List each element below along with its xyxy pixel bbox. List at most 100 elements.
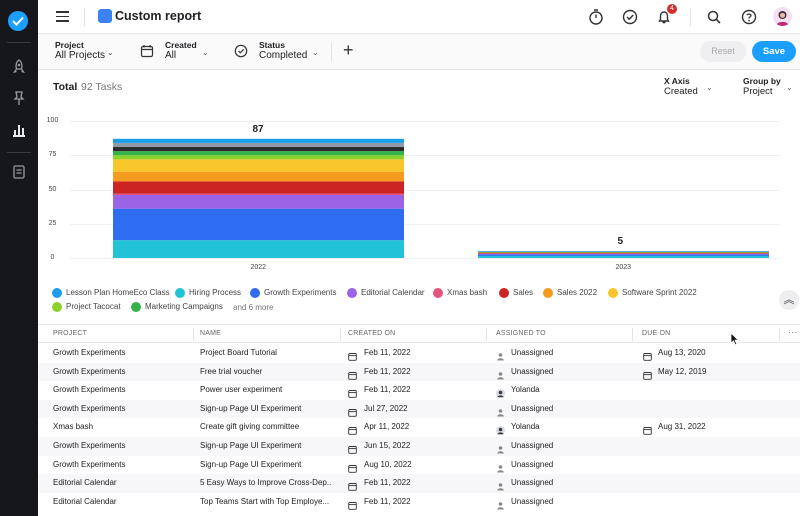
- stopwatch-icon[interactable]: [587, 8, 605, 26]
- more-columns-icon[interactable]: ···: [788, 327, 798, 337]
- bar-segment[interactable]: [478, 251, 769, 252]
- app-logo-icon[interactable]: [8, 11, 28, 31]
- search-icon[interactable]: [705, 8, 723, 26]
- bar-segment[interactable]: [478, 253, 769, 254]
- bar-segment[interactable]: [478, 252, 769, 254]
- cell-created-on: Feb 11, 2022: [364, 496, 411, 506]
- bar-segment[interactable]: [478, 251, 769, 253]
- bar-segment[interactable]: [478, 253, 769, 255]
- col-due-on[interactable]: DUE ON: [642, 330, 671, 337]
- reports-chart-icon[interactable]: [10, 121, 28, 139]
- legend-more-link[interactable]: and 6 more: [233, 303, 274, 312]
- col-created-on[interactable]: CREATED ON: [348, 330, 396, 337]
- col-divider[interactable]: [486, 328, 487, 341]
- y-tick-label: 100: [46, 117, 59, 124]
- cell-project: Growth Experiments: [53, 459, 126, 469]
- user-avatar[interactable]: [773, 7, 792, 26]
- bar-segment[interactable]: [478, 254, 769, 256]
- project-filter[interactable]: Project All Projects ⌄: [55, 40, 114, 62]
- reset-button[interactable]: Reset: [700, 41, 746, 62]
- col-name[interactable]: NAME: [200, 330, 222, 337]
- legend-item[interactable]: Editorial Calendar: [347, 288, 425, 298]
- bar-segment[interactable]: [113, 147, 404, 152]
- cell-created-on: Feb 11, 2022: [364, 366, 411, 376]
- filter-label: Project: [55, 40, 84, 50]
- table-row[interactable]: Xmas bash Create gift giving committee Apr…: [38, 418, 800, 437]
- menu-icon[interactable]: [56, 11, 69, 22]
- bar-segment[interactable]: [478, 252, 769, 253]
- status-filter[interactable]: Status Completed ⌄: [259, 40, 319, 62]
- legend-item[interactable]: Xmas bash: [433, 288, 487, 298]
- legend-item[interactable]: Hiring Process: [175, 288, 241, 298]
- check-circle-icon[interactable]: [621, 8, 639, 26]
- legend-item[interactable]: Growth Experiments: [250, 288, 336, 298]
- table-row[interactable]: Growth Experiments Sign-up Page UI Experi…: [38, 399, 800, 419]
- chevron-down-icon[interactable]: ⌄: [190, 10, 198, 20]
- report-title[interactable]: Custom report: [115, 9, 202, 23]
- bar-segment[interactable]: [113, 142, 404, 148]
- bar-segment[interactable]: [478, 251, 769, 253]
- save-button[interactable]: Save: [752, 41, 796, 62]
- table-row[interactable]: Growth Experiments Project Board Tutorial…: [38, 344, 800, 363]
- calendar-icon: [348, 497, 357, 510]
- status-check-icon: [234, 44, 248, 58]
- cell-assigned-to: Unassigned: [511, 459, 554, 469]
- unassigned-user-icon: [496, 404, 505, 417]
- table-row[interactable]: Editorial Calendar 5 Easy Ways to Improve…: [38, 474, 800, 493]
- cell-name: Create gift giving committee: [200, 422, 300, 432]
- col-divider[interactable]: [193, 328, 194, 341]
- col-divider[interactable]: [632, 328, 633, 341]
- cell-project: Xmas bash: [53, 422, 94, 432]
- bar-segment[interactable]: [478, 251, 769, 253]
- bar-segment[interactable]: [113, 181, 404, 194]
- y-tick-label: 50: [48, 185, 57, 193]
- calendar-icon: [140, 45, 154, 58]
- col-divider[interactable]: [779, 328, 780, 341]
- legend-item[interactable]: Marketing Campaigns: [131, 302, 223, 312]
- select-value: Project: [743, 86, 773, 97]
- left-rail: [0, 0, 38, 516]
- bar-segment[interactable]: [113, 159, 404, 172]
- add-filter-icon[interactable]: +: [343, 40, 354, 60]
- calendar-icon: [348, 422, 357, 436]
- bar-segment[interactable]: [113, 194, 404, 209]
- x-axis-select[interactable]: X Axis Created ⌄: [664, 76, 713, 97]
- legend-label: Project Tacocat: [66, 302, 121, 312]
- legend-swatch: [52, 302, 62, 312]
- group-by-select[interactable]: Group by Project ⌄: [743, 76, 793, 97]
- table-row[interactable]: Editorial Calendar Top Teams Start with T…: [38, 493, 800, 512]
- table-row[interactable]: Growth Experiments Power user experiment F…: [38, 381, 800, 400]
- col-project[interactable]: PROJECT: [53, 330, 88, 337]
- unassigned-user-icon: [496, 348, 505, 361]
- gridline: [70, 189, 780, 191]
- pin-icon[interactable]: [10, 89, 28, 107]
- bell-icon[interactable]: [655, 8, 673, 26]
- col-assigned-to[interactable]: ASSIGNED TO: [496, 330, 546, 337]
- help-icon[interactable]: [740, 8, 758, 26]
- bar-segment[interactable]: [113, 240, 404, 258]
- filter-divider: [331, 43, 332, 61]
- legend-item[interactable]: Software Sprint 2022: [608, 288, 697, 298]
- notebook-icon[interactable]: [10, 163, 28, 181]
- legend-item[interactable]: Lesson Plan HomeEco Class: [52, 288, 170, 298]
- legend-item[interactable]: Sales: [499, 288, 533, 298]
- col-divider[interactable]: [340, 328, 341, 341]
- bar-segment[interactable]: [478, 252, 769, 254]
- legend-swatch: [433, 288, 443, 298]
- bar-segment[interactable]: [113, 171, 404, 182]
- table-row[interactable]: Growth Experiments Sign-up Page UI Experi…: [38, 456, 800, 475]
- cell-created-on: Jul 27, 2022: [364, 403, 408, 413]
- y-tick-label: 0: [50, 254, 55, 261]
- table-row[interactable]: Growth Experiments Free trial voucher Feb …: [38, 362, 800, 382]
- created-filter[interactable]: Created All ⌄: [165, 40, 209, 62]
- table-row[interactable]: Growth Experiments Sign-up Page UI Experi…: [38, 437, 800, 456]
- bar-segment[interactable]: [113, 193, 404, 195]
- bar-segment[interactable]: [113, 138, 404, 143]
- bar-segment[interactable]: [478, 251, 769, 253]
- legend-item[interactable]: Sales 2022: [543, 288, 597, 298]
- cell-created-on: Feb 11, 2022: [364, 478, 411, 488]
- cell-project: Editorial Calendar: [53, 478, 117, 488]
- collapse-chart-icon[interactable]: ︽: [779, 290, 799, 310]
- legend-item[interactable]: Project Tacocat: [52, 302, 121, 312]
- rocket-icon[interactable]: [10, 58, 28, 76]
